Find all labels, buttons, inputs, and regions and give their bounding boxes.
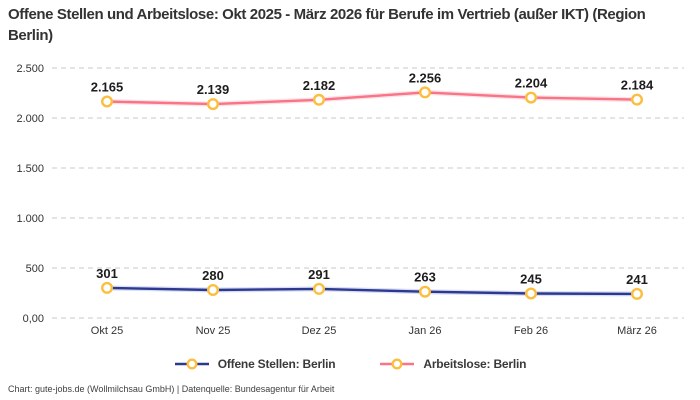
data-point-marker [313, 282, 326, 295]
legend-line-marker-icon [174, 358, 209, 370]
y-tick-label: 2.000 [16, 113, 44, 125]
chart-title: Offene Stellen und Arbeitslose: Okt 2025… [8, 6, 646, 45]
data-point-label: 2.182 [303, 78, 336, 93]
data-point-label: 2.256 [409, 70, 442, 85]
series-line-arbeitslose-berlin [105, 91, 639, 106]
x-tick-label: Jan 26 [408, 325, 441, 337]
footer-attribution: Chart: gute-jobs.de (Wollmilchsau GmbH) … [8, 384, 335, 394]
data-point-marker [631, 287, 644, 300]
legend: Offene Stellen: Berlin Arbeitslose: Berli… [0, 357, 700, 371]
data-point-marker [100, 95, 113, 108]
data-point-label: 241 [626, 272, 648, 287]
data-point-marker [631, 93, 644, 106]
data-point-marker [100, 281, 113, 294]
data-point-label: 2.139 [197, 82, 230, 97]
x-tick-label: März 26 [617, 325, 657, 337]
legend-item: Offene Stellen: Berlin [174, 357, 336, 371]
data-point-label: 263 [414, 270, 436, 285]
data-point-marker [419, 285, 432, 298]
legend-line-marker-icon [380, 358, 415, 370]
legend-label: Offene Stellen: Berlin [217, 357, 336, 371]
series-line-offene-stellen-berlin [105, 286, 639, 296]
data-point-marker [313, 93, 326, 106]
data-point-marker [419, 86, 432, 99]
y-tick-label: 500 [26, 263, 44, 275]
y-tick-label: 0,00 [23, 313, 44, 325]
data-point-label: 301 [96, 266, 118, 281]
x-tick-label: Dez 25 [302, 325, 337, 337]
y-tick-label: 2.500 [16, 63, 44, 75]
legend-item: Arbeitslose: Berlin [379, 357, 526, 371]
y-tick-label: 1.000 [16, 213, 44, 225]
data-point-label: 2.165 [91, 80, 124, 95]
data-point-label: 2.184 [621, 78, 654, 93]
data-point-label: 2.204 [515, 76, 548, 91]
data-point-marker [525, 287, 538, 300]
data-point-label: 291 [308, 267, 330, 282]
plot-area: 2.500 2.000 1.500 1.000 500 0,00 Okt 25 Nov 25 D… [16, 63, 684, 337]
data-point-marker [525, 91, 538, 104]
x-tick-label: Feb 26 [514, 325, 548, 337]
data-point-label: 280 [202, 268, 224, 283]
data-point-label: 245 [520, 272, 542, 287]
x-tick-label: Nov 25 [196, 325, 231, 337]
data-point-marker [206, 284, 219, 297]
data-point-marker [206, 98, 219, 111]
legend-label: Arbeitslose: Berlin [423, 357, 527, 371]
y-tick-label: 1.500 [16, 163, 44, 175]
x-tick-label: Okt 25 [91, 325, 123, 337]
